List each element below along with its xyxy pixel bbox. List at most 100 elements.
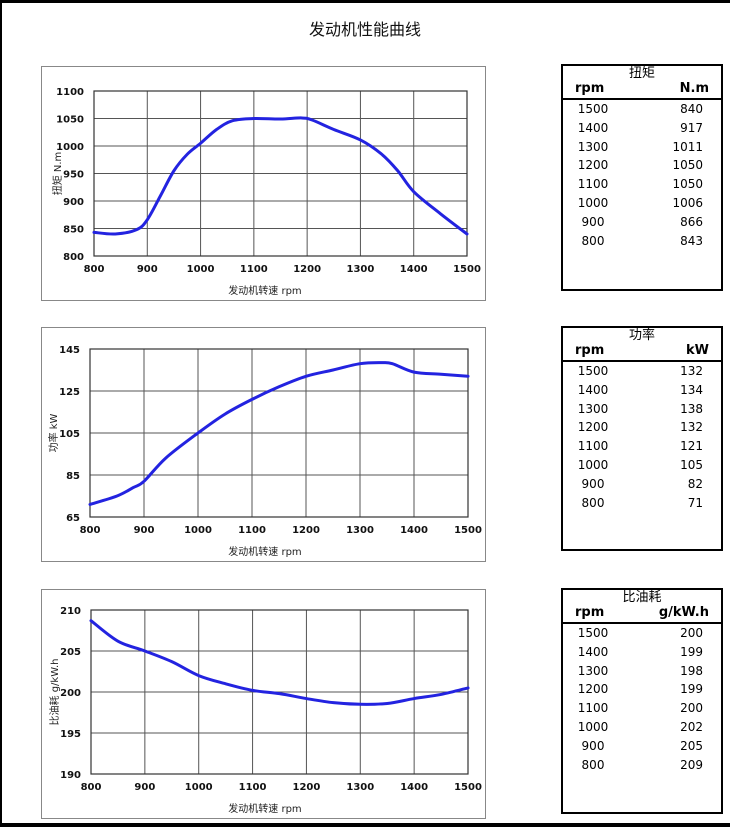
top-border (0, 0, 730, 3)
y-tick-label: 105 (59, 429, 80, 440)
header-rpm: rpm (575, 81, 605, 96)
rpm-cell: 1300 (577, 401, 609, 416)
chart-svg: 800 900 1000 1100 1200 1300 1400 1500 800 850 900 9… (51, 87, 481, 297)
x-tick-label: 1200 (293, 782, 321, 793)
rpm-cell: 900 (581, 738, 605, 753)
rpm-cell: 800 (581, 495, 605, 510)
series-line (92, 116, 469, 236)
header-unit: N.m (679, 81, 709, 96)
y-tick-label: 205 (60, 647, 81, 658)
value-cell: 202 (680, 719, 703, 734)
table-row: 900 205 (563, 737, 721, 756)
rpm-cell: 1100 (577, 177, 609, 192)
table-row: 1500 200 (563, 624, 721, 643)
header-unit: g/kW.h (658, 605, 709, 620)
y-axis-label: 比油耗 g/kW.h (48, 659, 61, 726)
y-tick-label: 210 (60, 606, 81, 617)
x-tick-label: 1100 (240, 264, 268, 275)
x-tick-label: 1300 (346, 782, 374, 793)
y-tick-label: 1000 (56, 142, 84, 153)
value-cell: 1050 (672, 158, 703, 173)
table-row: 900 866 (563, 213, 721, 232)
rpm-cell: 1100 (577, 701, 609, 716)
table-row: 1200 1050 (563, 156, 721, 175)
table-title: 比油耗 (622, 590, 662, 605)
header-unit: kW (686, 343, 709, 358)
power-table: 功率 rpm kW 1500 132 1400 134 1300 138 1200 132 1100… (561, 326, 723, 551)
rpm-cell: 1400 (577, 382, 609, 397)
rpm-cell: 800 (581, 757, 605, 772)
value-cell: 917 (680, 120, 703, 135)
x-tick-label: 900 (134, 525, 155, 536)
x-tick-label: 1000 (187, 264, 215, 275)
value-cell: 1006 (672, 195, 703, 210)
x-axis-label: 发动机转速 rpm (228, 545, 301, 558)
x-tick-label: 900 (137, 264, 158, 275)
table-row: 1300 198 (563, 662, 721, 681)
table-row: 1100 1050 (563, 175, 721, 194)
header-rpm: rpm (575, 605, 605, 620)
table-row: 1200 199 (563, 680, 721, 699)
value-cell: 205 (680, 738, 703, 753)
y-axis-label: 扭矩 N.m (51, 152, 64, 196)
value-cell: 198 (680, 663, 703, 678)
fuel-consumption-table: 比油耗 rpm g/kW.h 1500 200 1400 199 1300 198 1200 19… (561, 588, 723, 814)
x-axis-label: 发动机转速 rpm (228, 284, 301, 297)
table-row: 800 71 (563, 494, 721, 513)
table-row: 800 843 (563, 232, 721, 251)
table-row: 1000 105 (563, 456, 721, 475)
x-tick-label: 800 (84, 264, 105, 275)
value-cell: 138 (680, 401, 703, 416)
x-tick-label: 1400 (400, 264, 428, 275)
x-tick-label: 1300 (346, 525, 374, 536)
y-tick-label: 145 (59, 345, 80, 356)
table-header: rpm kW (563, 344, 721, 362)
plot-area (89, 348, 469, 518)
table-header: rpm g/kW.h (563, 606, 721, 624)
rpm-cell: 1100 (577, 439, 609, 454)
value-cell: 71 (687, 495, 703, 510)
torque-table: 扭矩 rpm N.m 1500 840 1400 917 1300 1011 1200 1050 1… (561, 64, 723, 291)
y-tick-label: 1100 (56, 87, 84, 98)
value-cell: 843 (680, 233, 703, 248)
table-title: 功率 (628, 328, 655, 343)
x-tick-label: 1500 (453, 264, 481, 275)
x-tick-label: 1200 (292, 525, 320, 536)
value-cell: 209 (680, 757, 703, 772)
table-row: 1000 1006 (563, 194, 721, 213)
rpm-cell: 1000 (577, 195, 609, 210)
x-tick-label: 1400 (400, 525, 428, 536)
rpm-cell: 1500 (577, 626, 609, 640)
value-cell: 200 (680, 701, 703, 716)
y-tick-label: 950 (63, 170, 84, 181)
rpm-cell: 1000 (577, 457, 609, 472)
table-row: 1500 132 (563, 362, 721, 381)
value-cell: 200 (680, 626, 703, 640)
table-title: 扭矩 (628, 66, 655, 81)
y-axis-label: 功率 kW (47, 413, 60, 452)
rpm-cell: 1300 (577, 663, 609, 678)
rpm-cell: 1300 (577, 139, 609, 154)
x-tick-label: 1300 (347, 264, 375, 275)
page-title: 发动机性能曲线 (308, 20, 421, 39)
y-tick-label: 200 (60, 688, 81, 699)
left-border (0, 0, 2, 827)
table-row: 1100 121 (563, 437, 721, 456)
rpm-cell: 1400 (577, 644, 609, 659)
table-row: 1000 202 (563, 718, 721, 737)
x-tick-label: 1000 (185, 782, 213, 793)
value-cell: 105 (680, 457, 703, 472)
rpm-cell: 1200 (577, 158, 609, 173)
value-cell: 199 (680, 644, 703, 659)
x-tick-label: 1400 (400, 782, 428, 793)
y-tick-label: 850 (63, 225, 84, 236)
chart-svg: 800 900 1000 1100 1200 1300 1400 1500 190 195 200 2… (48, 606, 482, 815)
power-chart: 800 900 1000 1100 1200 1300 1400 1500 65 85 105 125… (41, 327, 486, 562)
x-tick-label: 1200 (293, 264, 321, 275)
y-tick-label: 800 (63, 252, 84, 263)
value-cell: 840 (680, 102, 703, 116)
value-cell: 1050 (672, 177, 703, 192)
y-tick-label: 125 (59, 387, 80, 398)
y-tick-label: 190 (60, 770, 81, 781)
x-tick-label: 800 (80, 525, 101, 536)
